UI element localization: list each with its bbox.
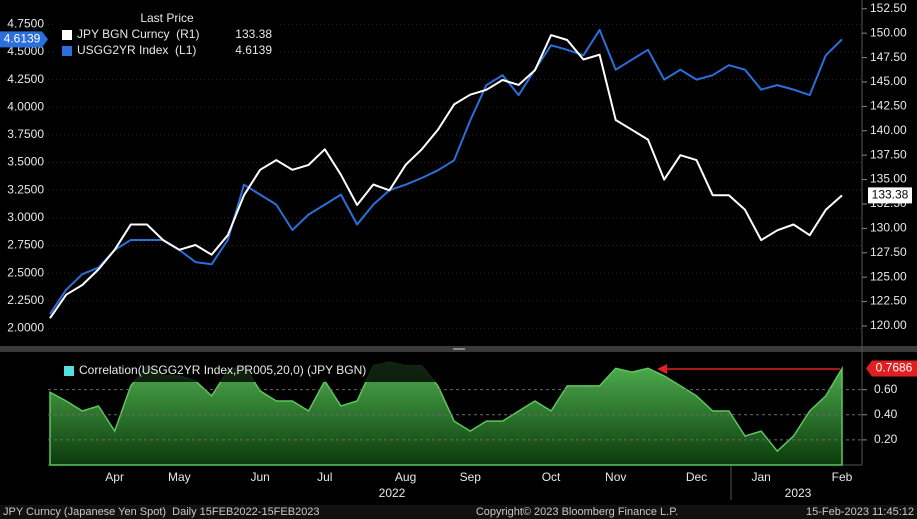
y2-tick-label: 140.00 bbox=[870, 123, 907, 137]
series-line bbox=[49, 34, 843, 319]
x-group-label: 2023 bbox=[785, 486, 812, 500]
y2-tick-label: 137.50 bbox=[870, 147, 907, 161]
y2-tick-label: 147.50 bbox=[870, 50, 907, 64]
y2-tick-label: 152.50 bbox=[870, 1, 907, 15]
last-value-label: 4.6139 bbox=[4, 32, 41, 46]
x-tick-label: Dec bbox=[686, 470, 707, 484]
legend-box bbox=[55, 8, 277, 63]
y2-tick-label: 142.50 bbox=[870, 99, 907, 113]
y2-tick-label: 127.50 bbox=[870, 245, 907, 259]
y2-tick-label: 150.00 bbox=[870, 25, 907, 39]
x-tick-label: May bbox=[168, 470, 191, 484]
footer-right: 15-Feb-2023 11:45:12 bbox=[806, 506, 914, 518]
last-value-box bbox=[0, 31, 48, 48]
y2-tick-label: 122.50 bbox=[870, 294, 907, 308]
last-value-label: 0.7686 bbox=[876, 361, 913, 375]
legend-swatch bbox=[64, 366, 74, 376]
y-tick-label: 2.5000 bbox=[7, 265, 44, 279]
y-tick-label: 3.2500 bbox=[7, 182, 44, 196]
arrow-head bbox=[657, 364, 667, 374]
y-tick-label: 2.7500 bbox=[7, 238, 44, 252]
legend-swatch bbox=[62, 46, 72, 56]
y2-tick-label: 120.00 bbox=[870, 318, 907, 332]
legend-value: 4.6139 bbox=[235, 43, 272, 57]
separator-handle bbox=[453, 348, 465, 350]
y-tick-label: 4.7500 bbox=[7, 16, 44, 30]
x-tick-label: Oct bbox=[542, 470, 561, 484]
last-value-box bbox=[868, 187, 912, 204]
footer-center: Copyright© 2023 Bloomberg Finance L.P. bbox=[476, 506, 678, 518]
footer-bar bbox=[0, 505, 917, 519]
y2-tick-label: 130.00 bbox=[870, 221, 907, 235]
y2-tick-label: 125.00 bbox=[870, 269, 907, 283]
y-tick-label: 4.0000 bbox=[7, 99, 44, 113]
legend-value: 133.38 bbox=[235, 27, 272, 41]
y-tick-label: 2.0000 bbox=[7, 321, 44, 335]
last-value-box bbox=[866, 360, 917, 377]
x-tick-label: Apr bbox=[105, 470, 124, 484]
footer-left: JPY Curncy (Japanese Yen Spot) Daily 15F… bbox=[3, 506, 320, 518]
series-line bbox=[49, 28, 843, 315]
legend-box bbox=[58, 360, 440, 382]
x-tick-label: Jul bbox=[317, 470, 332, 484]
y-tick-label: 0.40 bbox=[874, 407, 898, 421]
plot-area: 2.0000 2.2500 2.5000 2.7500 3.0000 3.2500 3.50… bbox=[7, 1, 907, 500]
y-tick-label: 3.7500 bbox=[7, 127, 44, 141]
legend-label: USGG2YR Index (L1) bbox=[77, 43, 196, 57]
y-tick-label: 4.2500 bbox=[7, 72, 44, 86]
y-tick-label: 3.5000 bbox=[7, 155, 44, 169]
overlay: Last Price Correlation(USGG2YR Index,PR0… bbox=[0, 8, 917, 518]
y2-tick-label: 135.00 bbox=[870, 172, 907, 186]
last-value-label: 133.38 bbox=[872, 188, 909, 202]
legend-label: JPY BGN Curncy (R1) bbox=[77, 27, 199, 41]
y-tick-label: 0.20 bbox=[874, 432, 898, 446]
legend-label: Correlation(USGG2YR Index,PR005,20,0) (J… bbox=[79, 363, 366, 377]
x-group-label: 2022 bbox=[379, 486, 406, 500]
x-tick-label: Feb bbox=[832, 470, 853, 484]
y-tick-label: 2.2500 bbox=[7, 293, 44, 307]
y2-tick-label: 145.00 bbox=[870, 74, 907, 88]
x-tick-label: Sep bbox=[460, 470, 482, 484]
y-tick-label: 0.60 bbox=[874, 382, 898, 396]
legend-swatch bbox=[62, 30, 72, 40]
x-tick-label: Aug bbox=[395, 470, 416, 484]
y-tick-label: 3.0000 bbox=[7, 210, 44, 224]
y-tick-label: 4.5000 bbox=[7, 44, 44, 58]
x-tick-label: Jun bbox=[250, 470, 269, 484]
legend-title: Last Price bbox=[140, 11, 194, 25]
x-tick-label: Nov bbox=[605, 470, 626, 484]
x-tick-label: Jan bbox=[752, 470, 771, 484]
